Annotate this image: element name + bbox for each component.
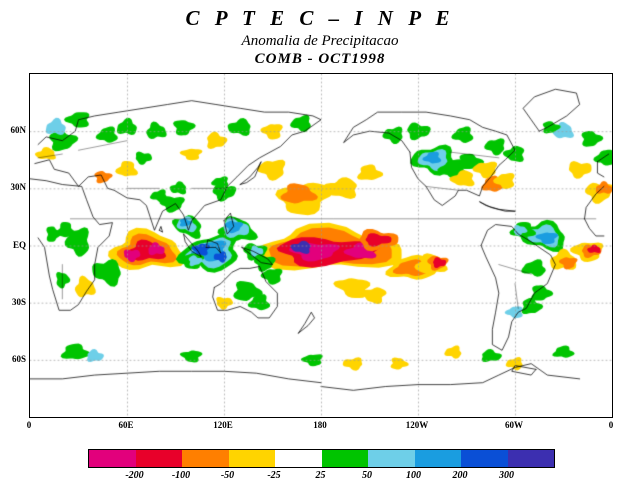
y-tick-label: 30N xyxy=(10,182,27,193)
x-tick-label: 120W xyxy=(405,420,429,430)
x-tick-label: 60E xyxy=(118,420,134,430)
x-tick-label: 120E xyxy=(213,420,233,430)
colorbar-bin xyxy=(135,450,182,467)
colorbar-bin xyxy=(275,450,322,467)
colorbar-tick-label: 100 xyxy=(406,470,421,481)
colorbar-tick-label: 200 xyxy=(452,470,468,481)
y-tick-label: EQ xyxy=(12,239,26,250)
map-plot-area xyxy=(29,73,613,418)
x-tick-label: 180 xyxy=(313,420,327,430)
colorbar-tick-label: -100 xyxy=(171,470,191,481)
colorbar-bin xyxy=(507,450,554,467)
chart-subtitle: Anomalia de Precipitacao xyxy=(241,33,399,49)
x-tick-label: 0 xyxy=(26,420,32,430)
x-tick-label: 0 xyxy=(608,420,614,430)
colorbar-bin xyxy=(89,450,136,467)
chart-subtitle-2: COMB - OCT1998 xyxy=(254,51,386,67)
colorbar-bin xyxy=(461,450,508,467)
colorbar xyxy=(88,449,555,468)
colorbar-tick-label: -25 xyxy=(267,470,281,481)
x-tick-label: 60W xyxy=(505,420,523,430)
y-tick-label: 60N xyxy=(10,125,27,136)
colorbar-tick-label: 25 xyxy=(315,470,326,481)
colorbar-bin xyxy=(182,450,229,467)
y-tick-label: 60S xyxy=(11,353,26,364)
anomaly-map-canvas xyxy=(30,74,612,417)
colorbar-bin xyxy=(414,450,461,467)
colorbar-tick-label: 50 xyxy=(362,470,372,481)
colorbar-bin xyxy=(368,450,415,467)
colorbar-tick-label: -50 xyxy=(220,470,235,481)
colorbar-tick-label: 300 xyxy=(499,470,514,481)
colorbar-bin xyxy=(228,450,275,467)
colorbar-bin xyxy=(321,450,368,467)
y-tick-label: 30S xyxy=(11,296,26,307)
colorbar-tick-label: -200 xyxy=(125,470,144,481)
page-title: C P T E C – I N P E xyxy=(185,6,455,30)
